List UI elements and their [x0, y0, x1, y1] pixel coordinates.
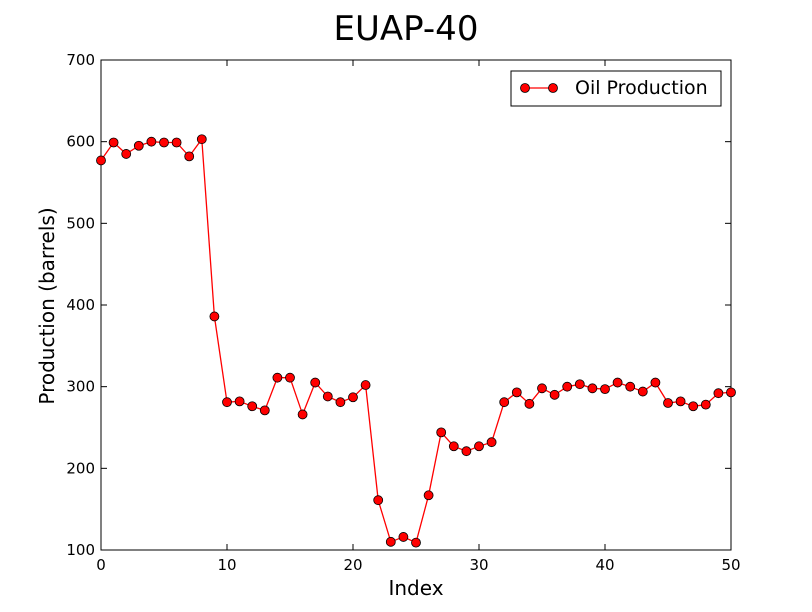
data-point [675, 396, 686, 407]
data-point [574, 379, 585, 390]
y-tick-label: 700 [66, 51, 95, 69]
data-point [373, 495, 384, 506]
x-tick-label: 10 [217, 556, 236, 574]
data-point [474, 441, 484, 452]
plot-area [100, 59, 732, 551]
data-point [121, 149, 132, 159]
data-point [562, 381, 573, 392]
data-point [411, 537, 421, 548]
x-tick-label: 50 [721, 556, 740, 574]
data-point [511, 387, 522, 398]
data-point [423, 490, 434, 501]
data-point [499, 397, 510, 408]
legend: Oil Production [510, 70, 722, 107]
data-point [285, 372, 295, 383]
data-point [348, 392, 358, 403]
data-point [612, 377, 623, 388]
x-axis-title: Index [388, 576, 443, 600]
data-point [335, 397, 346, 408]
data-point [222, 397, 232, 408]
data-point [171, 137, 182, 148]
y-tick-label: 200 [66, 459, 95, 477]
data-point [448, 441, 459, 452]
x-tick-label: 0 [96, 556, 106, 574]
y-tick-label: 400 [66, 296, 95, 314]
legend-marker [548, 83, 558, 93]
data-point [310, 377, 321, 388]
data-point [398, 532, 409, 542]
data-point [133, 140, 144, 151]
x-tick-label: 20 [343, 556, 362, 574]
data-point [549, 389, 560, 400]
data-point [700, 399, 711, 410]
data-point [209, 311, 220, 322]
legend-marker [520, 83, 530, 93]
data-point [234, 396, 245, 407]
x-tick-label: 40 [595, 556, 614, 574]
y-tick-label: 500 [66, 214, 95, 232]
data-point [184, 151, 195, 162]
data-point [726, 387, 736, 398]
data-point [196, 134, 207, 145]
data-point [461, 446, 472, 457]
y-tick-label: 600 [66, 133, 95, 151]
data-point [524, 398, 535, 409]
y-tick-label: 100 [66, 541, 95, 559]
data-point [650, 377, 661, 388]
data-point [108, 137, 119, 148]
data-point [259, 405, 270, 416]
data-point [272, 372, 283, 383]
data-point [385, 536, 396, 547]
data-point [322, 391, 333, 402]
plot-frame [100, 59, 732, 551]
data-point [247, 401, 258, 412]
data-point [688, 401, 699, 412]
data-point [96, 155, 106, 166]
data-point [600, 384, 610, 395]
data-point [663, 398, 673, 408]
legend-label: Oil Production [575, 77, 708, 99]
x-axis: 0 10 20 30 40 50 [96, 60, 741, 574]
data-point [146, 136, 157, 147]
y-tick-label: 300 [66, 378, 95, 396]
data-point [159, 137, 169, 148]
chart-title: EUAP-40 [334, 9, 479, 49]
x-tick-label: 30 [469, 556, 488, 574]
y-axis: 100 200 300 400 500 600 700 [66, 51, 731, 559]
data-point [637, 386, 648, 397]
data-point [537, 383, 547, 394]
data-point [713, 388, 724, 399]
data-point [297, 409, 308, 420]
series-layer [96, 134, 736, 548]
data-point [587, 383, 598, 394]
data-point [360, 380, 371, 390]
data-point [486, 437, 497, 448]
y-axis-title: Production (barrels) [35, 207, 59, 404]
data-point [625, 381, 636, 392]
data-point [436, 427, 447, 438]
